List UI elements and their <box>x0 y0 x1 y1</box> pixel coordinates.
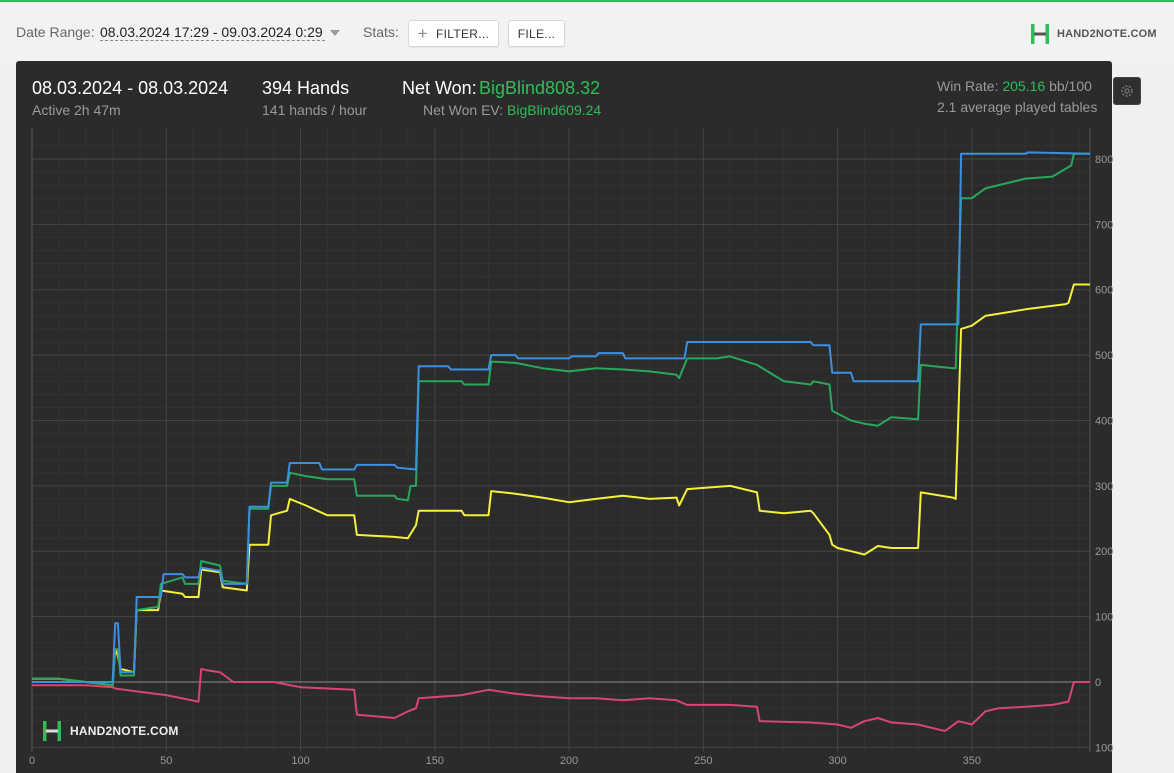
net-won-ev-label: Net Won EV: <box>423 102 504 118</box>
chevron-down-icon[interactable] <box>330 30 340 36</box>
brand-name: HAND2NOTE.COM <box>1057 28 1157 40</box>
y-tick-label: 700 <box>1095 219 1113 231</box>
series-line-showdown <box>32 283 1090 687</box>
y-tick-label: 0 <box>1095 677 1101 689</box>
filter-button[interactable]: + FILTER... <box>408 20 499 47</box>
gear-icon <box>1121 85 1133 97</box>
y-tick-label: 800 <box>1095 154 1113 166</box>
y-tick-label: 200 <box>1095 546 1113 558</box>
x-tick-label: 200 <box>560 755 578 767</box>
y-tick-label: 500 <box>1095 350 1113 362</box>
settings-button[interactable] <box>1113 77 1141 105</box>
date-range-label: Date Range: <box>16 24 95 40</box>
series-line-net-won-ev <box>32 152 1090 687</box>
brand-logo: HAND2NOTE.COM <box>1030 22 1157 46</box>
y-tick-label: 100 <box>1095 612 1113 624</box>
net-won-value: BigBlind808.32 <box>479 78 601 98</box>
y-tick-label: 400 <box>1095 415 1113 427</box>
hands-count: 394 Hands <box>262 78 350 98</box>
watermark-text: HAND2NOTE.COM <box>70 724 179 738</box>
top-toolbar: Date Range: 08.03.2024 17:29 - 09.03.202… <box>0 0 1174 62</box>
graph-panel: 08.03.2024 - 08.03.2024 Active 2h 47m 39… <box>16 61 1141 773</box>
date-range-selector[interactable]: 08.03.2024 17:29 - 09.03.2024 0:29 <box>100 24 325 41</box>
active-time: Active 2h 47m <box>32 102 121 118</box>
x-tick-label: 0 <box>29 755 35 767</box>
net-won-ev-value: BigBlind609.24 <box>507 102 602 118</box>
y-tick-label: 100 <box>1095 742 1113 754</box>
x-tick-label: 50 <box>160 755 172 767</box>
x-tick-label: 100 <box>291 755 309 767</box>
win-rate-label: Win Rate: <box>937 78 999 94</box>
net-won-label: Net Won: <box>402 78 477 98</box>
y-tick-label: 300 <box>1095 481 1113 493</box>
file-button-label: FILE... <box>517 26 556 41</box>
x-tick-label: 150 <box>426 755 444 767</box>
win-rate-value: 205.16 <box>1002 78 1046 94</box>
session-period: 08.03.2024 - 08.03.2024 <box>32 78 229 98</box>
plus-icon: + <box>417 24 429 43</box>
filter-button-label: FILTER... <box>436 26 490 41</box>
h2n-logo-icon <box>1031 24 1049 44</box>
win-rate: Win Rate: 205.16 bb/100 <box>937 78 1092 94</box>
win-rate-unit: bb/100 <box>1049 78 1092 94</box>
x-tick-label: 300 <box>828 755 846 767</box>
file-button[interactable]: FILE... <box>508 20 565 47</box>
series-line-net-won <box>32 151 1091 683</box>
series-line-non-showdown <box>32 667 1090 732</box>
x-tick-label: 350 <box>963 755 981 767</box>
h2n-logo-icon <box>43 721 61 741</box>
stats-label: Stats: <box>363 24 399 40</box>
x-tick-label: 250 <box>694 755 712 767</box>
avg-tables: 2.1 average played tables <box>937 99 1098 115</box>
hands-per-hour: 141 hands / hour <box>262 102 368 118</box>
y-tick-label: 600 <box>1095 285 1113 297</box>
watermark: HAND2NOTE.COM <box>42 720 179 742</box>
